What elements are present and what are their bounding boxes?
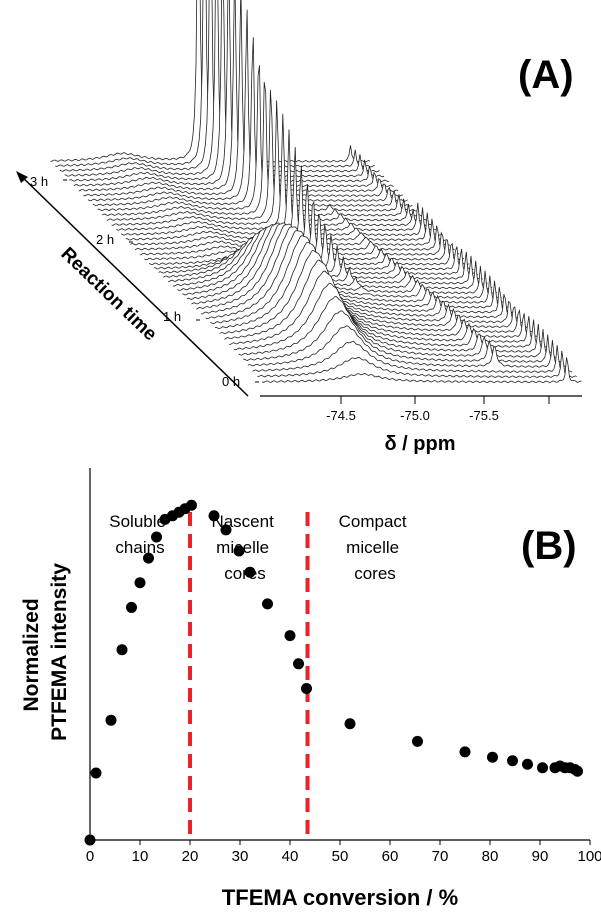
region-label-line: cores bbox=[354, 564, 396, 583]
ppm-axis-label: δ / ppm bbox=[384, 433, 455, 455]
data-point bbox=[412, 735, 423, 747]
nmr-spectrum-trace bbox=[97, 65, 418, 212]
ppm-tick-label: -75.5 bbox=[469, 408, 499, 423]
nmr-spectrum-trace bbox=[83, 0, 403, 197]
x-tick-label: 0 bbox=[86, 848, 94, 865]
data-point bbox=[301, 682, 312, 694]
region-label-compact: Compact micelle cores bbox=[339, 512, 412, 583]
x-tick-label: 80 bbox=[482, 848, 499, 865]
data-point bbox=[143, 552, 154, 564]
data-point bbox=[459, 746, 471, 758]
scatter-points bbox=[84, 499, 583, 846]
data-point bbox=[262, 598, 273, 610]
nmr-spectrum-trace bbox=[247, 325, 568, 368]
time-tick-2h: 2 h bbox=[96, 232, 114, 247]
nmr-spectrum-trace bbox=[92, 37, 413, 207]
data-point bbox=[90, 767, 102, 779]
x-tick-label: 100 bbox=[577, 848, 601, 865]
data-point bbox=[344, 718, 356, 730]
x-axis-label: TFEMA conversion / % bbox=[222, 885, 458, 910]
nmr-spectrum-trace bbox=[87, 9, 408, 202]
panel-b-label: (B) bbox=[521, 524, 577, 568]
region-label-line: Soluble bbox=[109, 512, 166, 531]
y-axis-label: Normalized PTFEMA intensity bbox=[20, 563, 71, 741]
data-point bbox=[284, 630, 296, 642]
data-point bbox=[487, 751, 498, 763]
nmr-spectrum-trace bbox=[257, 350, 577, 378]
data-point bbox=[84, 834, 96, 846]
time-axis-line bbox=[17, 172, 249, 397]
data-point bbox=[537, 762, 548, 774]
time-tick-0h: 0 h bbox=[222, 374, 240, 389]
panel-b-scatter: (B) 0 10 20 30 40 50 60 70 80 90 100 Soluble chain… bbox=[20, 468, 601, 910]
region-label-line: Compact bbox=[339, 512, 407, 531]
data-point bbox=[105, 714, 117, 726]
nmr-spectrum-trace bbox=[111, 100, 432, 227]
panel-a-label: (A) bbox=[518, 53, 574, 97]
y-axis-label-line-1: Normalized bbox=[20, 598, 43, 711]
ppm-tick-label: -75.0 bbox=[400, 408, 430, 423]
data-point bbox=[151, 531, 162, 543]
x-tick-label: 90 bbox=[532, 848, 549, 865]
time-axis-label: Reaction time bbox=[57, 243, 161, 345]
data-point bbox=[126, 601, 137, 613]
data-point bbox=[572, 765, 583, 777]
x-tick-label: 10 bbox=[132, 848, 149, 865]
x-tick-label: 20 bbox=[182, 848, 199, 865]
x-tick-label: 60 bbox=[382, 848, 399, 865]
region-label-line: chains bbox=[115, 538, 164, 557]
x-tick-label: 40 bbox=[282, 848, 299, 865]
data-point bbox=[522, 758, 533, 770]
x-tick-label: 70 bbox=[432, 848, 449, 865]
ppm-tick-label: -74.5 bbox=[326, 408, 356, 423]
y-axis-label-line-2: PTFEMA intensity bbox=[48, 563, 71, 741]
data-point bbox=[244, 566, 256, 578]
x-axis-ticks: 0 10 20 30 40 50 60 70 80 90 100 bbox=[86, 840, 601, 865]
nmr-spectrum-trace bbox=[106, 89, 427, 222]
x-tick-label: 50 bbox=[332, 848, 349, 865]
region-label-line: micelle bbox=[346, 538, 399, 557]
nmr-spectra-stack bbox=[50, 0, 582, 384]
nmr-spectrum-trace bbox=[261, 357, 582, 384]
panel-a-nmr-waterfall: (A) Reaction time 0 h 1 h 2 h 3 h -74.5 … bbox=[16, 0, 582, 455]
nmr-spectrum-trace bbox=[252, 340, 573, 373]
data-point bbox=[233, 545, 245, 557]
region-label-soluble: Soluble chains bbox=[109, 512, 170, 557]
data-point bbox=[186, 499, 197, 511]
nmr-spectrum-trace bbox=[101, 81, 422, 217]
time-tick-1h: 1 h bbox=[163, 309, 181, 324]
time-axis-arrowhead bbox=[16, 171, 28, 183]
x-tick-label: 30 bbox=[232, 848, 249, 865]
data-point bbox=[293, 658, 304, 670]
data-point bbox=[220, 524, 232, 536]
data-point bbox=[116, 644, 128, 656]
time-tick-3h: 3 h bbox=[30, 174, 48, 189]
data-point bbox=[208, 510, 220, 522]
data-point bbox=[507, 755, 518, 767]
nmr-spectrum-trace bbox=[116, 113, 436, 232]
data-point bbox=[134, 577, 146, 589]
